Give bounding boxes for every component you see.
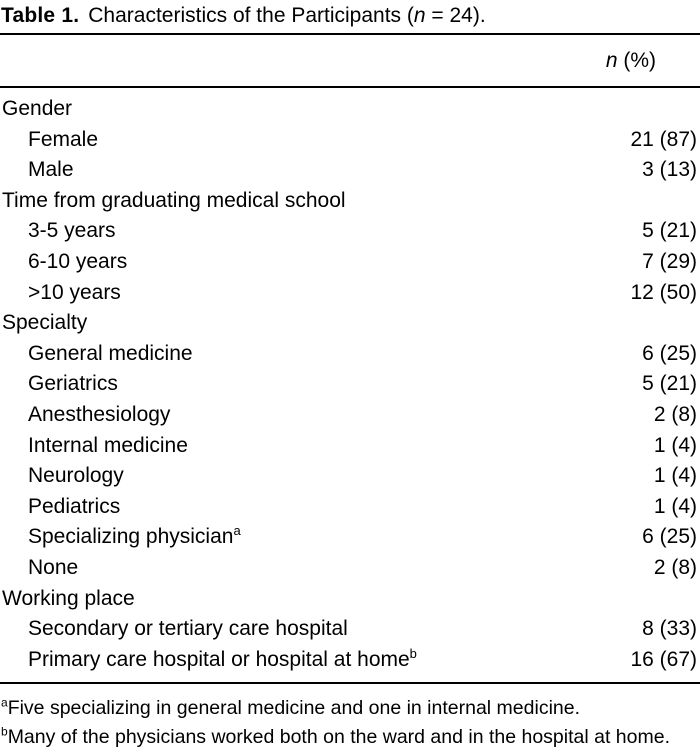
table-row: Secondary or tertiary care hospital 8 (3… xyxy=(0,614,700,645)
table-row: None 2 (8) xyxy=(0,553,700,584)
row-label: Secondary or tertiary care hospital xyxy=(28,617,348,641)
row-value: 5 (21) xyxy=(642,219,697,243)
row-value: 6 (25) xyxy=(642,341,697,365)
row-label: Geriatrics xyxy=(28,372,118,396)
row-value: 2 (8) xyxy=(653,555,697,579)
header-n-italic: n xyxy=(605,48,618,72)
row-value: 1 (4) xyxy=(653,433,697,457)
row-label: >10 years xyxy=(28,280,121,304)
table-row: Time from graduating medical school xyxy=(0,186,700,217)
top-rule xyxy=(0,33,700,35)
table-row: Female 21 (87) xyxy=(0,125,700,156)
row-value: 16 (67) xyxy=(630,647,697,671)
bottom-rule xyxy=(0,682,700,685)
row-label: Gender xyxy=(2,97,73,120)
table-row: Pediatrics 1 (4) xyxy=(0,492,700,523)
table-row: Gender xyxy=(0,94,700,125)
column-header-n-percent: n (%) xyxy=(606,49,656,73)
row-label: Time from graduating medical school xyxy=(2,188,346,212)
footnote-b: bMany of the physicians worked both on t… xyxy=(1,723,700,751)
row-value: 12 (50) xyxy=(630,280,697,304)
table-row: Anesthesiology 2 (8) xyxy=(0,400,700,431)
table-row: Specialty xyxy=(0,308,700,339)
row-label: 6-10 years xyxy=(28,249,128,273)
footnote-a-text: Five specializing in general medicine an… xyxy=(7,697,581,720)
table-caption: Table 1. Characteristics of the Participa… xyxy=(0,2,700,33)
row-label: Working place xyxy=(2,586,135,610)
footnote-a-marker: a xyxy=(1,695,8,710)
table-footnotes: aFive specializing in general medicine a… xyxy=(0,684,700,751)
table-row: Geriatrics 5 (21) xyxy=(0,369,700,400)
table-row: Working place xyxy=(0,584,700,615)
table-row: >10 years 12 (50) xyxy=(0,278,700,309)
row-value: 3 (13) xyxy=(642,158,697,182)
row-value: 8 (33) xyxy=(642,617,697,641)
row-value: 1 (4) xyxy=(653,494,697,518)
footnote-b-marker: b xyxy=(1,724,8,739)
header-rule xyxy=(0,86,700,88)
table-body: Gender Female 21 (87) Male 3 (13) Time f… xyxy=(0,88,700,682)
row-value: 6 (25) xyxy=(642,525,697,549)
row-label-text: Specializing physician xyxy=(28,525,234,549)
row-label: Pediatrics xyxy=(28,494,121,518)
table-row: Male 3 (13) xyxy=(0,155,700,186)
row-value: 21 (87) xyxy=(630,127,697,151)
row-label-text: Primary care hospital or hospital at hom… xyxy=(28,647,410,671)
row-value: 1 (4) xyxy=(653,464,697,488)
table-row: General medicine 6 (25) xyxy=(0,339,700,370)
row-value: 2 (8) xyxy=(653,402,697,426)
row-label: Male xyxy=(28,158,74,182)
footnote-a: aFive specializing in general medicine a… xyxy=(1,694,700,723)
header-percent: (%) xyxy=(617,48,656,72)
row-label: Neurology xyxy=(28,464,124,488)
row-label: Female xyxy=(28,127,99,151)
table-row: Specializing physiciana 6 (25) xyxy=(0,522,700,553)
row-value: 5 (21) xyxy=(642,372,697,396)
table-row: 6-10 years 7 (29) xyxy=(0,247,700,278)
caption-text-before-n: Characteristics of the Participants ( xyxy=(88,4,414,27)
row-label: Primary care hospital or hospital at hom… xyxy=(0,645,417,676)
row-label: 3-5 years xyxy=(28,219,116,243)
footnote-ref-a: a xyxy=(233,523,241,539)
caption-n-italic: n xyxy=(413,4,426,27)
footnote-ref-b: b xyxy=(409,645,417,661)
table-row: Neurology 1 (4) xyxy=(0,461,700,492)
table-row: Internal medicine 1 (4) xyxy=(0,431,700,462)
row-value: 7 (29) xyxy=(642,249,697,273)
row-label: Specialty xyxy=(2,311,88,335)
table-row: Primary care hospital or hospital at hom… xyxy=(0,645,700,676)
row-label: Specializing physiciana xyxy=(0,522,241,553)
table-caption-text: Characteristics of the Participants (n =… xyxy=(88,4,485,27)
row-label: Anesthesiology xyxy=(28,402,171,426)
caption-text-after-n: = 24). xyxy=(425,4,486,27)
table-caption-label: Table 1. xyxy=(1,4,80,27)
column-header-row: n (%) xyxy=(0,35,700,86)
row-label: General medicine xyxy=(28,341,193,365)
row-label: None xyxy=(28,555,79,579)
row-label: Internal medicine xyxy=(28,433,188,457)
table-row: 3-5 years 5 (21) xyxy=(0,216,700,247)
footnote-b-text: Many of the physicians worked both on th… xyxy=(7,726,671,749)
